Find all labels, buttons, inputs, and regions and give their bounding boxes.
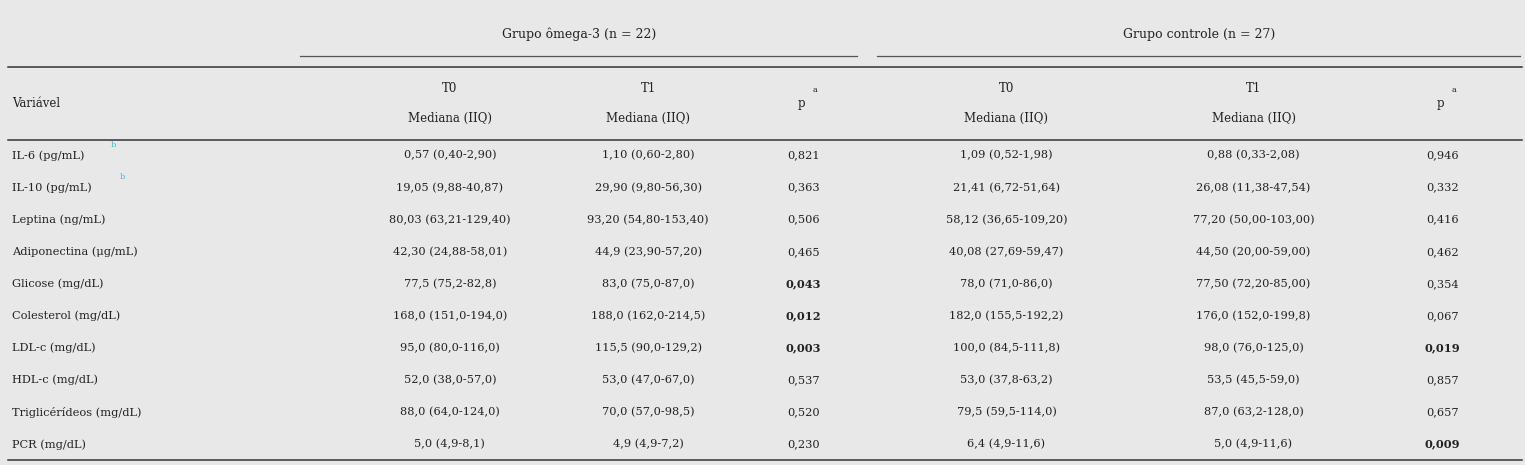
Text: T0: T0 [442, 82, 457, 95]
Text: 0,520: 0,520 [787, 407, 820, 417]
Text: 0,821: 0,821 [787, 151, 820, 160]
Text: 53,0 (37,8-63,2): 53,0 (37,8-63,2) [961, 375, 1052, 385]
Text: 5,0 (4,9-11,6): 5,0 (4,9-11,6) [1214, 439, 1293, 450]
Text: 44,9 (23,90-57,20): 44,9 (23,90-57,20) [595, 246, 702, 257]
Text: Grupo controle (n = 27): Grupo controle (n = 27) [1122, 28, 1275, 40]
Text: 53,5 (45,5-59,0): 53,5 (45,5-59,0) [1208, 375, 1299, 385]
Text: T0: T0 [999, 82, 1014, 95]
Text: 0,416: 0,416 [1426, 215, 1459, 225]
Text: 182,0 (155,5-192,2): 182,0 (155,5-192,2) [949, 311, 1064, 321]
Text: 77,5 (75,2-82,8): 77,5 (75,2-82,8) [404, 279, 496, 289]
Text: 0,857: 0,857 [1426, 375, 1459, 385]
Text: 77,20 (50,00-103,00): 77,20 (50,00-103,00) [1193, 214, 1315, 225]
Text: Adiponectina (μg/mL): Adiponectina (μg/mL) [12, 246, 137, 257]
Text: 0,043: 0,043 [785, 279, 822, 289]
Text: 0,332: 0,332 [1426, 183, 1459, 193]
Text: 53,0 (47,0-67,0): 53,0 (47,0-67,0) [602, 375, 694, 385]
Text: p: p [1437, 97, 1444, 110]
Text: 77,50 (72,20-85,00): 77,50 (72,20-85,00) [1196, 279, 1310, 289]
Text: 0,230: 0,230 [787, 439, 820, 449]
Text: 79,5 (59,5-114,0): 79,5 (59,5-114,0) [956, 407, 1057, 418]
Text: p: p [798, 97, 805, 110]
Text: Mediana (IIQ): Mediana (IIQ) [964, 112, 1049, 125]
Text: 0,657: 0,657 [1426, 407, 1459, 417]
Text: 98,0 (76,0-125,0): 98,0 (76,0-125,0) [1203, 343, 1304, 353]
Text: Variável: Variável [12, 97, 61, 110]
Text: 0,363: 0,363 [787, 183, 820, 193]
Text: 0,067: 0,067 [1426, 311, 1459, 321]
Text: 78,0 (71,0-86,0): 78,0 (71,0-86,0) [961, 279, 1052, 289]
Text: 70,0 (57,0-98,5): 70,0 (57,0-98,5) [602, 407, 694, 418]
Text: 6,4 (4,9-11,6): 6,4 (4,9-11,6) [967, 439, 1046, 450]
Text: 21,41 (6,72-51,64): 21,41 (6,72-51,64) [953, 182, 1060, 193]
Text: 40,08 (27,69-59,47): 40,08 (27,69-59,47) [949, 246, 1064, 257]
Text: a: a [813, 86, 817, 93]
Text: T1: T1 [1246, 82, 1261, 95]
Text: Grupo ômega-3 (n = 22): Grupo ômega-3 (n = 22) [502, 27, 656, 41]
Text: 0,88 (0,33-2,08): 0,88 (0,33-2,08) [1208, 150, 1299, 161]
Text: 83,0 (75,0-87,0): 83,0 (75,0-87,0) [602, 279, 694, 289]
Text: b: b [119, 173, 125, 181]
Text: 0,019: 0,019 [1424, 343, 1461, 353]
Text: 1,10 (0,60-2,80): 1,10 (0,60-2,80) [602, 150, 694, 161]
Text: 88,0 (64,0-124,0): 88,0 (64,0-124,0) [400, 407, 500, 418]
Text: 0,537: 0,537 [787, 375, 820, 385]
Text: Triglicérídeos (mg/dL): Triglicérídeos (mg/dL) [12, 407, 142, 418]
Text: 0,465: 0,465 [787, 247, 820, 257]
Text: 188,0 (162,0-214,5): 188,0 (162,0-214,5) [592, 311, 705, 321]
Text: 100,0 (84,5-111,8): 100,0 (84,5-111,8) [953, 343, 1060, 353]
Text: 42,30 (24,88-58,01): 42,30 (24,88-58,01) [393, 246, 506, 257]
Text: 0,946: 0,946 [1426, 151, 1459, 160]
Text: PCR (mg/dL): PCR (mg/dL) [12, 439, 87, 450]
Text: 168,0 (151,0-194,0): 168,0 (151,0-194,0) [393, 311, 506, 321]
Text: 1,09 (0,52-1,98): 1,09 (0,52-1,98) [961, 150, 1052, 161]
Text: 52,0 (38,0-57,0): 52,0 (38,0-57,0) [404, 375, 496, 385]
Text: T1: T1 [640, 82, 656, 95]
Text: 4,9 (4,9-7,2): 4,9 (4,9-7,2) [613, 439, 683, 450]
Text: b: b [111, 141, 116, 149]
Text: 176,0 (152,0-199,8): 176,0 (152,0-199,8) [1196, 311, 1310, 321]
Text: 93,20 (54,80-153,40): 93,20 (54,80-153,40) [587, 214, 709, 225]
Text: 0,506: 0,506 [787, 215, 820, 225]
Text: 19,05 (9,88-40,87): 19,05 (9,88-40,87) [396, 182, 503, 193]
Text: 58,12 (36,65-109,20): 58,12 (36,65-109,20) [946, 214, 1068, 225]
Text: HDL-c (mg/dL): HDL-c (mg/dL) [12, 375, 98, 385]
Text: 26,08 (11,38-47,54): 26,08 (11,38-47,54) [1196, 182, 1310, 193]
Text: 87,0 (63,2-128,0): 87,0 (63,2-128,0) [1203, 407, 1304, 418]
Text: 5,0 (4,9-8,1): 5,0 (4,9-8,1) [415, 439, 485, 450]
Text: Leptina (ng/mL): Leptina (ng/mL) [12, 214, 105, 225]
Text: 0,354: 0,354 [1426, 279, 1459, 289]
Text: 44,50 (20,00-59,00): 44,50 (20,00-59,00) [1196, 246, 1310, 257]
Text: 0,009: 0,009 [1424, 439, 1461, 450]
Text: 29,90 (9,80-56,30): 29,90 (9,80-56,30) [595, 182, 702, 193]
Text: Glicose (mg/dL): Glicose (mg/dL) [12, 279, 104, 289]
Text: LDL-c (mg/dL): LDL-c (mg/dL) [12, 343, 96, 353]
Text: Mediana (IIQ): Mediana (IIQ) [1211, 112, 1296, 125]
Text: 95,0 (80,0-116,0): 95,0 (80,0-116,0) [400, 343, 500, 353]
Text: Mediana (IIQ): Mediana (IIQ) [605, 112, 691, 125]
Text: IL-6 (pg/mL): IL-6 (pg/mL) [12, 150, 85, 161]
Text: IL-10 (pg/mL): IL-10 (pg/mL) [12, 182, 92, 193]
Text: 0,003: 0,003 [785, 343, 822, 353]
Text: 0,012: 0,012 [785, 311, 822, 321]
Text: 0,57 (0,40-2,90): 0,57 (0,40-2,90) [404, 150, 496, 161]
Text: 80,03 (63,21-129,40): 80,03 (63,21-129,40) [389, 214, 511, 225]
Text: a: a [1452, 86, 1456, 93]
Text: 0,462: 0,462 [1426, 247, 1459, 257]
Text: Mediana (IIQ): Mediana (IIQ) [407, 112, 493, 125]
Text: 115,5 (90,0-129,2): 115,5 (90,0-129,2) [595, 343, 702, 353]
Text: Colesterol (mg/dL): Colesterol (mg/dL) [12, 311, 120, 321]
